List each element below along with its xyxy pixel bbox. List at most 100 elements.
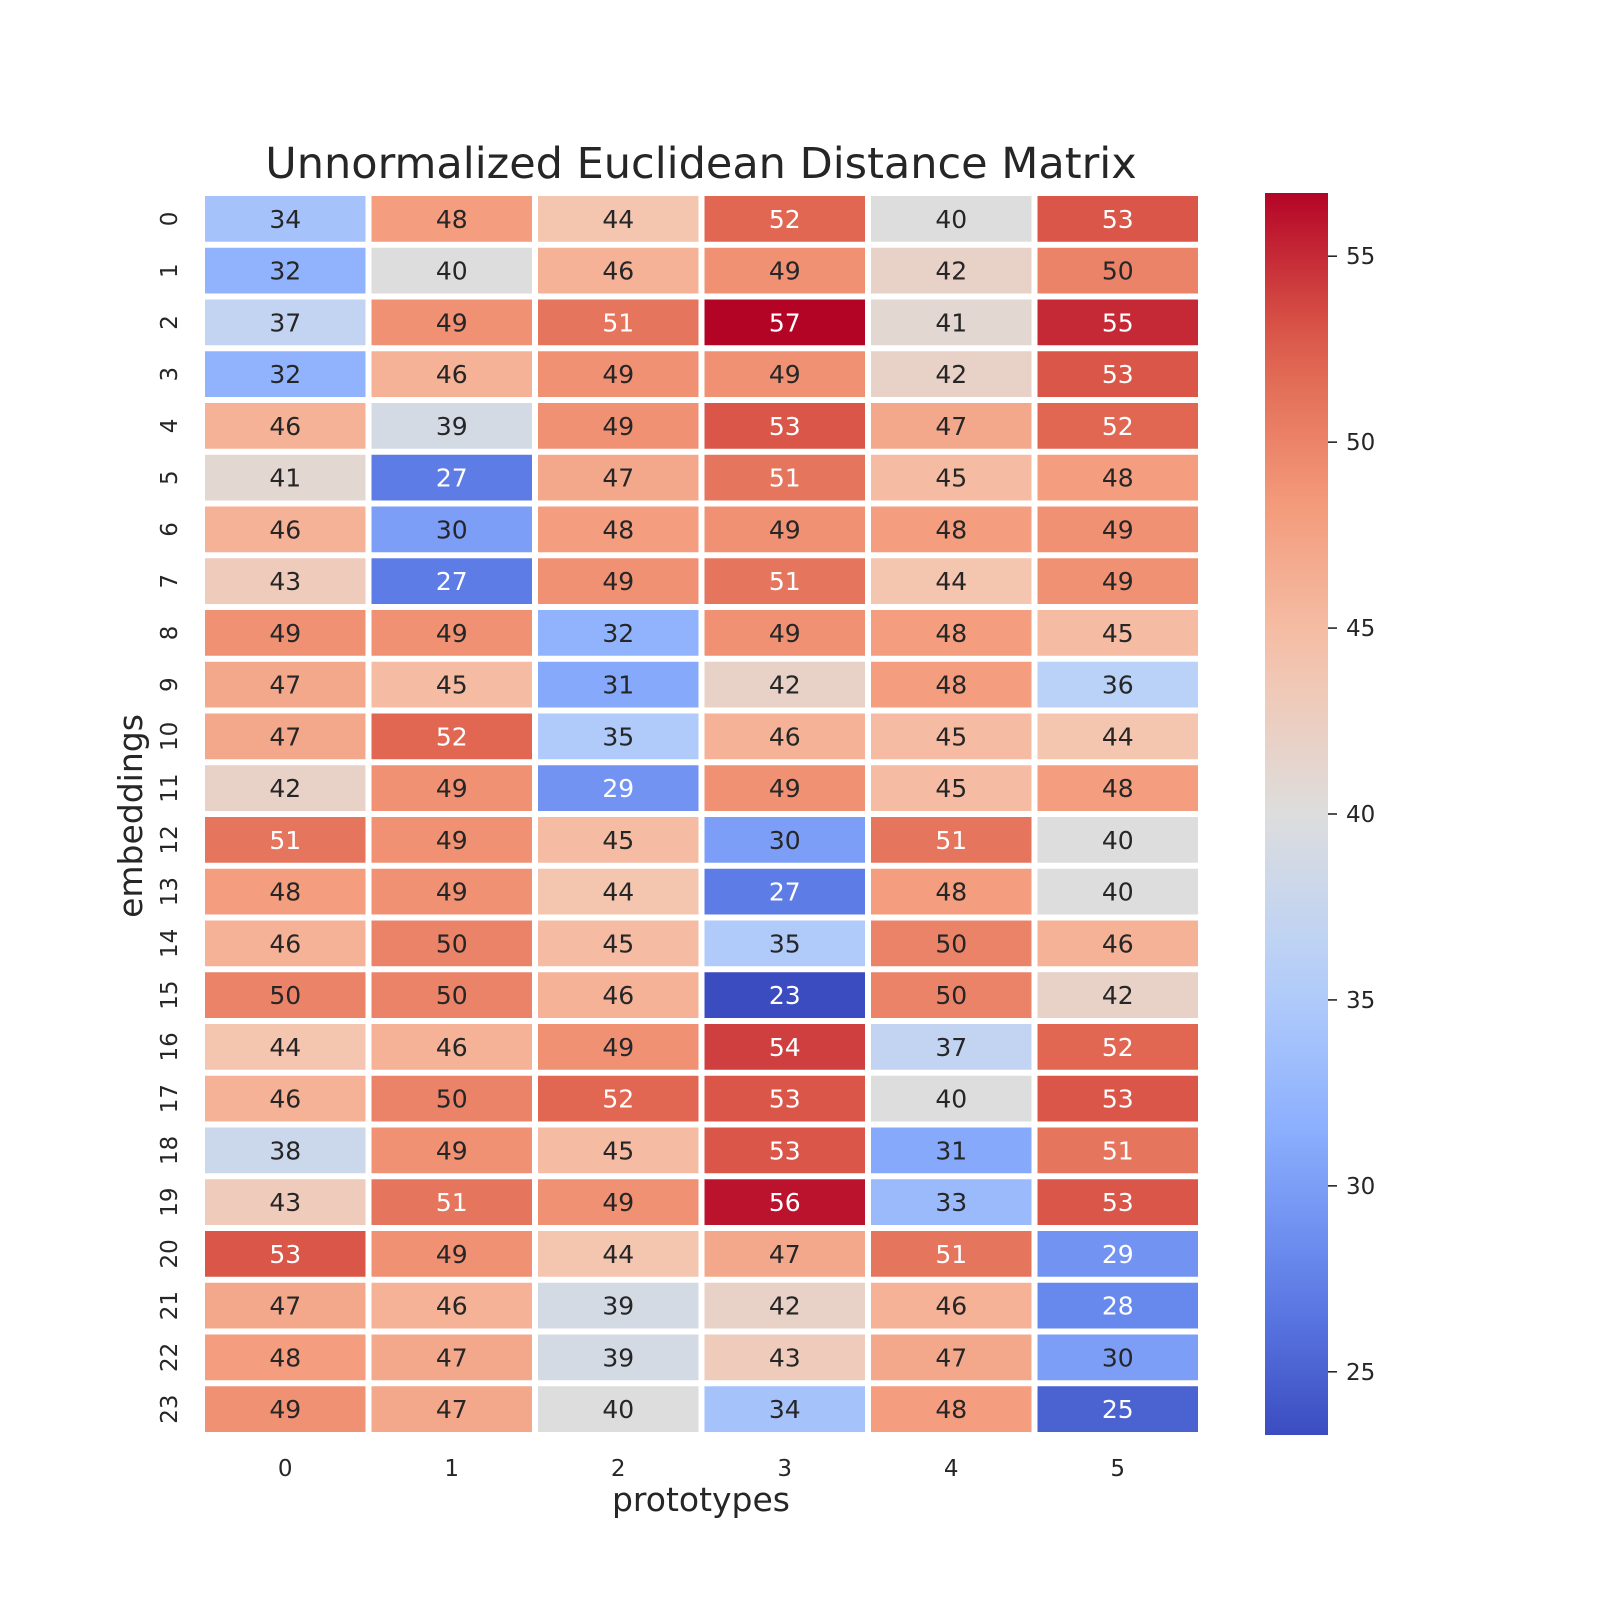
cell-value-label: 27 — [436, 464, 468, 493]
cell-value-label: 49 — [769, 257, 801, 286]
heatmap-cell — [538, 454, 699, 501]
heatmap-cell — [371, 661, 532, 708]
x-axis-label: prototypes — [612, 1480, 790, 1519]
heatmap-cell — [371, 920, 532, 967]
cell-value-label: 40 — [1102, 826, 1134, 855]
heatmap-cell — [871, 765, 1032, 811]
heatmap-cell — [871, 299, 1032, 346]
heatmap-cell — [871, 868, 1032, 915]
heatmap-cell — [871, 1127, 1032, 1174]
cell-value-label: 51 — [935, 826, 967, 855]
heatmap-cell — [538, 610, 699, 656]
cell-value-label: 53 — [1102, 360, 1134, 389]
cell-value-label: 43 — [269, 1188, 301, 1217]
heatmap-cell — [538, 506, 699, 553]
y-tick-label: 0 — [157, 212, 183, 227]
heatmap-cell — [1037, 1179, 1198, 1225]
y-tick-label: 12 — [157, 825, 183, 854]
y-tick-label: 17 — [157, 1084, 183, 1113]
y-tick-label: 20 — [157, 1239, 183, 1268]
cell-value-label: 47 — [935, 412, 967, 441]
cell-value-label: 51 — [436, 1188, 468, 1217]
cell-value-label: 37 — [935, 1033, 967, 1062]
cell-value-label: 55 — [1102, 308, 1134, 337]
cell-value-label: 44 — [602, 1240, 634, 1269]
y-tick-label: 14 — [157, 929, 183, 958]
heatmap-cell — [1037, 1127, 1198, 1174]
heatmap-cell — [371, 610, 532, 656]
cell-value-label: 46 — [602, 257, 634, 286]
heatmap-cell — [1037, 817, 1198, 863]
y-tick-label: 3 — [157, 367, 183, 382]
chart-title: Unnormalized Euclidean Distance Matrix — [265, 139, 1136, 189]
cell-value-label: 49 — [769, 515, 801, 544]
cell-value-label: 42 — [935, 257, 967, 286]
cell-value-label: 42 — [769, 671, 801, 700]
cell-value-label: 49 — [436, 619, 468, 648]
heatmap-cell — [871, 610, 1032, 656]
cell-value-label: 49 — [769, 619, 801, 648]
cell-value-label: 49 — [1102, 567, 1134, 596]
cell-value-label: 53 — [769, 1085, 801, 1114]
cell-value-label: 51 — [1102, 1136, 1134, 1165]
cell-value-label: 47 — [436, 1395, 468, 1424]
cell-value-label: 51 — [602, 308, 634, 337]
heatmap-cell — [704, 247, 865, 294]
heatmap-cell — [205, 351, 366, 397]
cell-value-label: 46 — [436, 1292, 468, 1321]
cell-value-label: 47 — [602, 464, 634, 493]
y-tick-label: 13 — [157, 877, 183, 906]
cell-value-label: 42 — [935, 360, 967, 389]
heatmap-cell — [538, 1127, 699, 1174]
cell-value-label: 49 — [436, 774, 468, 803]
cell-value-label: 53 — [1102, 1085, 1134, 1114]
heatmap-cell — [371, 454, 532, 501]
colorbar-tick-label: 50 — [1346, 430, 1375, 456]
cell-value-label: 32 — [269, 257, 301, 286]
y-tick-label: 16 — [157, 1032, 183, 1061]
cell-value-label: 35 — [769, 929, 801, 958]
heatmap-cell — [538, 1334, 699, 1381]
heatmap-cell — [871, 558, 1032, 604]
heatmap-cell — [371, 765, 532, 811]
cell-value-label: 49 — [1102, 515, 1134, 544]
cell-value-label: 46 — [436, 360, 468, 389]
heatmap-cell — [1037, 765, 1198, 811]
cell-value-label: 52 — [602, 1085, 634, 1114]
cell-value-label: 50 — [269, 981, 301, 1010]
cell-value-label: 53 — [1102, 1188, 1134, 1217]
cell-value-label: 44 — [935, 567, 967, 596]
heatmap-cell — [538, 661, 699, 708]
cell-value-label: 36 — [1102, 671, 1134, 700]
heatmap-cell — [871, 1179, 1032, 1225]
cell-value-label: 46 — [269, 1085, 301, 1114]
heatmap-cell — [704, 403, 865, 449]
heatmap-cell — [704, 817, 865, 863]
heatmap-cell — [704, 868, 865, 915]
heatmap-cell — [205, 868, 366, 915]
heatmap-cell — [704, 558, 865, 604]
cell-value-label: 40 — [935, 205, 967, 234]
heatmap-cell — [205, 403, 366, 449]
heatmap-cell — [538, 1024, 699, 1070]
heatmap-cell — [538, 1386, 699, 1432]
colorbar-tick-label: 35 — [1346, 988, 1375, 1014]
cell-value-label: 39 — [602, 1292, 634, 1321]
x-tick-label: 2 — [611, 1456, 626, 1482]
heatmap-cell — [704, 920, 865, 967]
heatmap-cell — [871, 661, 1032, 708]
cell-value-label: 40 — [1102, 878, 1134, 907]
cell-value-label: 46 — [935, 1292, 967, 1321]
cell-value-label: 25 — [1102, 1395, 1134, 1424]
colorbar-tick-label: 45 — [1346, 616, 1375, 642]
heatmap-cell — [871, 1075, 1032, 1122]
y-tick-label: 8 — [157, 626, 183, 641]
heatmap-cell — [205, 506, 366, 553]
heatmap-cell — [538, 247, 699, 294]
heatmap-cell — [1037, 403, 1198, 449]
y-tick-label: 6 — [157, 522, 183, 537]
cell-value-label: 47 — [269, 722, 301, 751]
cell-value-label: 30 — [436, 515, 468, 544]
heatmap-cell — [1037, 1386, 1198, 1432]
